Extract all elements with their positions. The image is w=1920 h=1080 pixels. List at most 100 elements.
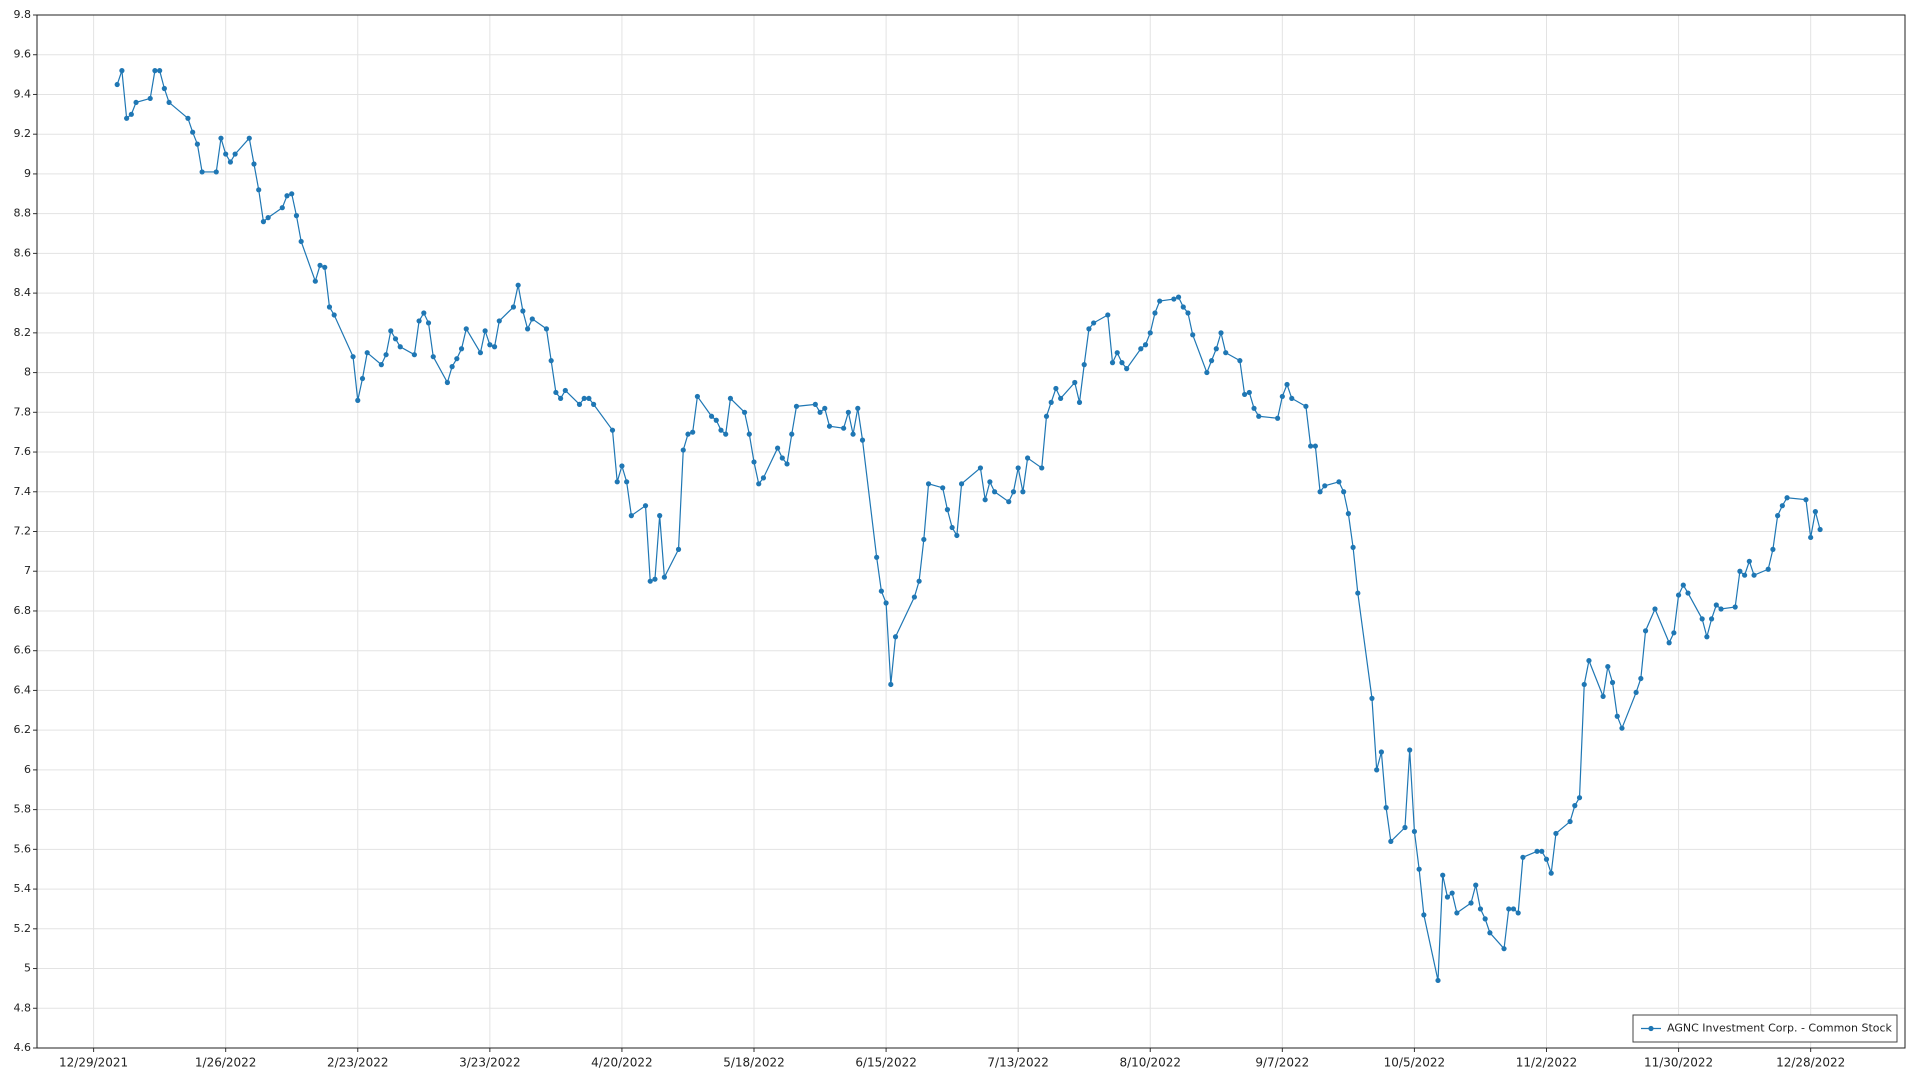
data-point — [161, 85, 167, 92]
data-point — [322, 264, 328, 270]
data-point — [1138, 346, 1144, 352]
data-point — [397, 344, 403, 350]
data-point — [977, 465, 984, 471]
data-point — [147, 95, 153, 102]
legend-marker — [1648, 1025, 1654, 1032]
data-point — [576, 401, 583, 407]
series-line — [116, 70, 1821, 981]
data-point — [954, 532, 960, 539]
data-point — [1275, 415, 1281, 421]
data-point — [458, 346, 465, 352]
data-point — [1737, 568, 1743, 574]
x-tick-label: 7/13/2022 — [987, 1056, 1049, 1070]
data-point — [1152, 310, 1158, 316]
y-tick-label: 6.2 — [14, 723, 32, 736]
data-point — [878, 588, 884, 594]
data-point — [326, 304, 333, 310]
x-tick-label: 10/5/2022 — [1384, 1056, 1446, 1070]
data-point — [1605, 663, 1611, 670]
data-point — [1534, 848, 1540, 854]
data-point — [958, 481, 965, 487]
data-point — [708, 413, 715, 419]
y-tick-label: 5.8 — [14, 803, 32, 816]
data-point — [392, 336, 399, 342]
data-point — [133, 99, 139, 106]
data-point — [482, 328, 488, 334]
data-point — [1142, 342, 1149, 348]
data-point — [1303, 403, 1309, 409]
data-point — [1402, 824, 1408, 831]
data-point — [364, 350, 370, 356]
x-tick-label: 4/20/2022 — [591, 1056, 653, 1070]
data-point — [647, 578, 653, 584]
data-point — [1374, 767, 1380, 773]
legend: AGNC Investment Corp. - Common Stock — [1632, 1014, 1898, 1043]
data-point — [1058, 395, 1064, 402]
data-point — [1812, 509, 1818, 515]
data-point — [1713, 602, 1719, 608]
x-tick-label: 9/7/2022 — [1255, 1056, 1309, 1070]
data-point — [331, 312, 337, 318]
data-point — [1171, 296, 1177, 302]
data-point — [510, 304, 517, 310]
data-point — [515, 282, 521, 288]
y-tick-label: 9.4 — [14, 87, 32, 100]
data-point — [1190, 332, 1196, 338]
data-point — [888, 681, 894, 688]
data-point — [1718, 606, 1724, 612]
y-tick-label: 8.8 — [14, 207, 32, 220]
data-point — [1204, 369, 1210, 376]
data-point — [1124, 366, 1130, 372]
data-point — [1072, 379, 1078, 386]
data-point — [1312, 443, 1318, 449]
data-point — [675, 546, 682, 552]
data-point — [774, 445, 781, 451]
data-point — [624, 479, 630, 485]
data-point — [1652, 606, 1658, 612]
data-point — [1501, 946, 1507, 952]
data-point — [1765, 566, 1771, 572]
data-point — [529, 316, 535, 322]
data-point — [1039, 465, 1045, 471]
y-tick-label: 8 — [24, 366, 31, 379]
data-point — [232, 151, 238, 157]
data-point — [1383, 805, 1389, 811]
data-point — [444, 379, 450, 386]
data-point — [1208, 358, 1215, 364]
data-point — [1609, 679, 1616, 686]
x-tick-label: 1/26/2022 — [195, 1056, 257, 1070]
data-point — [789, 431, 795, 437]
data-point — [751, 459, 757, 465]
data-point — [1317, 489, 1323, 495]
data-point — [812, 401, 818, 407]
data-point — [1369, 695, 1375, 701]
data-point — [454, 356, 460, 362]
data-point — [1081, 362, 1087, 368]
data-point — [581, 395, 587, 402]
data-point — [1675, 592, 1682, 598]
data-point — [841, 425, 847, 431]
data-point — [260, 219, 267, 225]
data-point — [128, 111, 134, 117]
data-point — [1586, 658, 1592, 664]
data-point — [619, 463, 625, 469]
data-point — [883, 600, 889, 606]
data-point — [1185, 310, 1191, 316]
data-point — [1779, 503, 1785, 509]
y-tick-label: 6 — [24, 763, 31, 776]
data-point — [1600, 693, 1606, 699]
data-point — [1246, 389, 1252, 396]
data-point — [746, 431, 752, 437]
legend-label: AGNC Investment Corp. - Common Stock — [1667, 1022, 1893, 1035]
data-point — [991, 489, 998, 495]
data-point — [388, 328, 394, 334]
data-point — [124, 115, 130, 121]
y-tick-label: 9.8 — [14, 8, 32, 21]
data-point — [477, 350, 484, 356]
data-point — [1411, 828, 1418, 835]
data-point — [1175, 294, 1182, 300]
data-point — [1732, 604, 1738, 610]
data-point — [1421, 912, 1427, 918]
data-point — [727, 395, 734, 402]
y-tick-label: 7.8 — [14, 405, 32, 418]
